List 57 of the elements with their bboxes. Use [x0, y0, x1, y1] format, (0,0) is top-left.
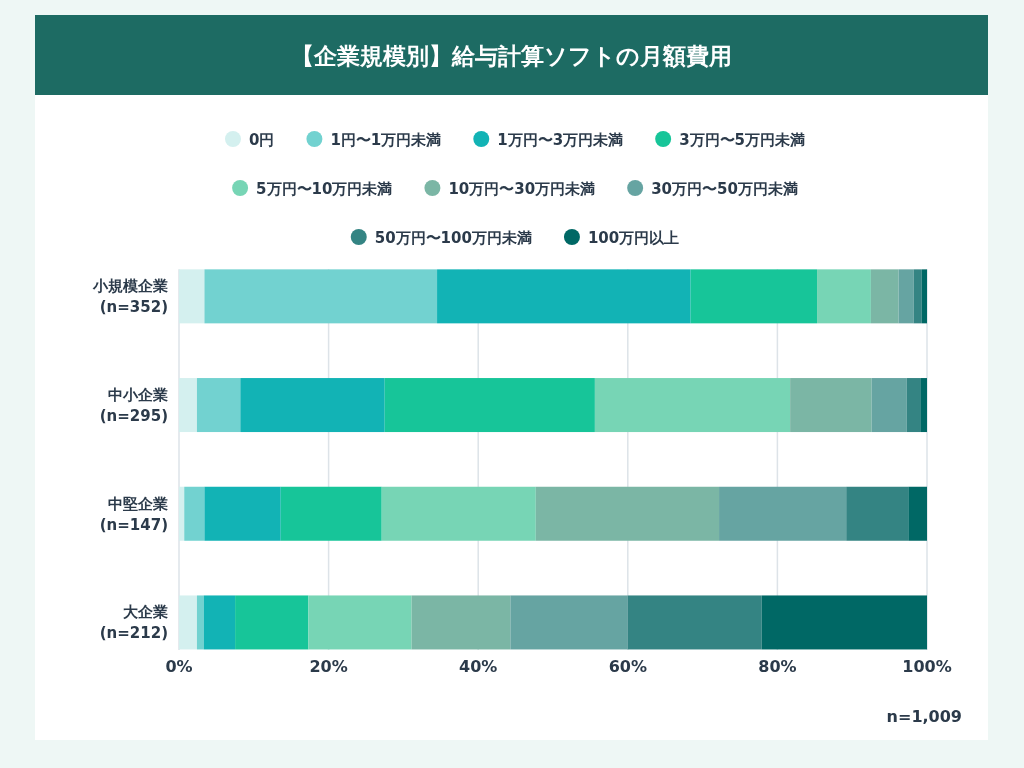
legend-label: 100万円以上 [587, 228, 680, 247]
y-tick-label: 中小企業 (n=295) [99, 386, 168, 426]
bar [846, 486, 909, 541]
bar [179, 269, 205, 324]
legend-label: 0円 [248, 130, 275, 149]
x-tick-label: 40% [459, 657, 498, 676]
x-tick-label: 0% [165, 657, 193, 676]
x-tick-label: 100% [902, 657, 952, 676]
bar [203, 595, 236, 650]
bar [196, 378, 241, 433]
bar [240, 378, 385, 433]
bar [381, 486, 536, 541]
y-tick-label: 中堅企業 (n=147) [99, 494, 168, 534]
bar [817, 269, 871, 324]
bar [184, 486, 205, 541]
bar [437, 269, 691, 324]
bar [204, 269, 438, 324]
bar [761, 595, 927, 650]
bar [196, 595, 204, 650]
bar [235, 595, 309, 650]
bar [535, 486, 720, 541]
bar [921, 269, 927, 324]
bar [308, 595, 412, 650]
bar [913, 269, 922, 324]
bar [719, 486, 847, 541]
bar [871, 378, 907, 433]
bar [179, 595, 197, 650]
legend-label: 3万円〜5万円未満 [679, 130, 806, 149]
bar [870, 269, 899, 324]
legend-label: 1万円〜3万円未満 [497, 130, 624, 149]
bar [908, 486, 927, 541]
y-tick-label: 小規模企業 (n=352) [92, 277, 168, 317]
bar [204, 486, 281, 541]
bar [411, 595, 511, 650]
legend-label: 1円〜1万円未満 [330, 130, 442, 149]
bar [906, 378, 921, 433]
bar [594, 378, 791, 433]
bar [280, 486, 382, 541]
x-tick-label: 20% [309, 657, 348, 676]
text: n=1,009 [886, 707, 962, 726]
legend-label: 30万円〜50万円未満 [651, 179, 798, 198]
x-tick-label: 80% [758, 657, 797, 676]
legend-label: 5万円〜10万円未満 [256, 179, 393, 198]
chart-title: 【企業規模別】給与計算ソフトの月額費用 [290, 43, 732, 69]
legend-label: 10万円〜30万円未満 [448, 179, 596, 198]
bar [790, 378, 872, 433]
bar [179, 378, 197, 433]
x-tick-label: 60% [608, 657, 647, 676]
bar [384, 378, 595, 433]
y-tick-label: 大企業 (n=212) [99, 603, 168, 643]
bar [510, 595, 628, 650]
bar [898, 269, 914, 324]
bar [690, 269, 818, 324]
bar [179, 486, 185, 541]
bar [627, 595, 762, 650]
legend-label: 50万円〜100万円未満 [374, 228, 532, 247]
bar [920, 378, 927, 433]
